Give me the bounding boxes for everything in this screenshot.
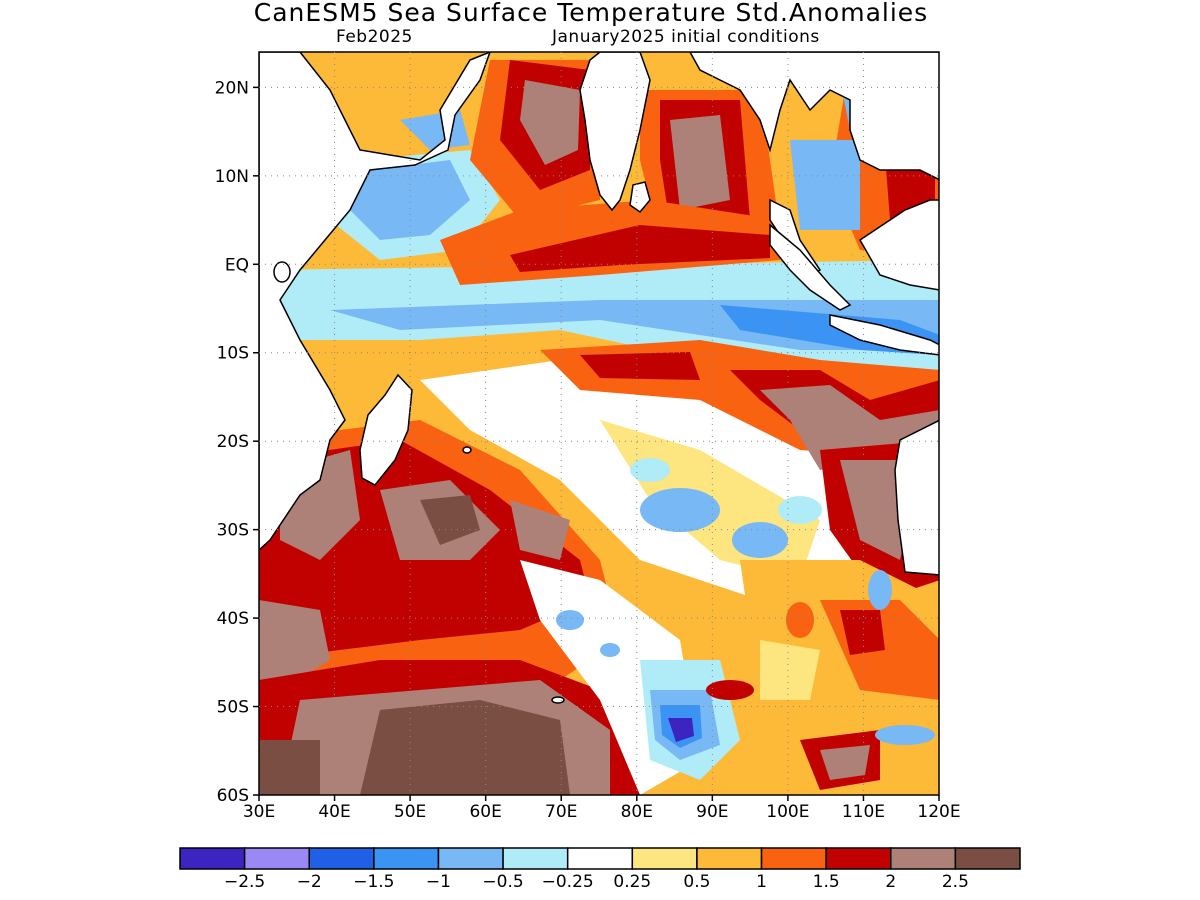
lat-tick-label: EQ [225,255,249,275]
colorbar-swatch [243,847,310,870]
lon-tick-label: 70E [545,802,577,822]
lon-tick-label: 50E [394,802,426,822]
lon-tick-label: 110E [842,802,885,822]
colorbar: −2.5 −2 −1.5 −1 −0.5 −0.25 0.25 0.5 1 1.5 2 2.5 [179,847,1021,892]
chart-title: CanESM5 Sea Surface Temperature Std.Anom… [253,0,929,27]
lat-tick-label: 20S [217,432,249,452]
lat-tick-label: 10S [217,344,249,364]
colorbar-swatch [373,847,440,870]
lat-tick-label: 30S [217,521,249,541]
colorbar-label: 0.5 [683,872,710,892]
colorbar-swatch [179,847,246,870]
lon-tick-label: 120E [917,802,960,822]
lat-tick-label: 10N [215,167,249,187]
colorbar-swatch [502,847,569,870]
colorbar-swatch [437,847,504,870]
colorbar-label: −2 [297,872,322,892]
colorbar-label: −1.5 [353,872,394,892]
colorbar-swatch [825,847,892,870]
colorbar-label: −0.5 [482,872,523,892]
lon-tick-label: 40E [318,802,350,822]
lon-tick-label: 80E [621,802,653,822]
colorbar-label: 2.5 [942,872,969,892]
map-frame [258,51,940,796]
anomaly-field [259,52,939,795]
lat-tick-label: 60S [217,786,249,806]
lat-tick-label: 40S [217,609,249,629]
longitude-axis: 30E 40E 50E 60E 70E 80E 90E 100E 110E 120E [243,795,961,822]
colorbar-swatch [308,847,375,870]
colorbar-label: −1 [426,872,451,892]
colorbar-label: 0.25 [613,872,651,892]
forecast-month: Feb2025 [336,27,413,47]
lon-tick-label: 60E [469,802,501,822]
colorbar-label: −2.5 [224,872,265,892]
land-masses [259,52,939,704]
colorbar-label: 1.5 [813,872,840,892]
colorbar-label: 2 [885,872,896,892]
lon-tick-label: 30E [243,802,275,822]
colorbar-swatch [760,847,827,870]
lon-tick-label: 100E [766,802,809,822]
lat-tick-label: 20N [215,78,249,98]
initial-conditions-label: January2025 initial conditions [552,27,820,47]
colorbar-swatch [566,847,634,870]
lat-tick-label: 50S [217,698,249,718]
latitude-axis: 20N 10N EQ 10S 20S 30S 40S 50S 60S [215,78,259,806]
colorbar-swatch [954,847,1021,870]
colorbar-label: 1 [756,872,767,892]
lon-tick-label: 90E [696,802,728,822]
colorbar-swatch [890,847,957,870]
colorbar-swatch [696,847,763,870]
colorbar-label: −0.25 [542,872,594,892]
colorbar-swatch [631,847,698,870]
